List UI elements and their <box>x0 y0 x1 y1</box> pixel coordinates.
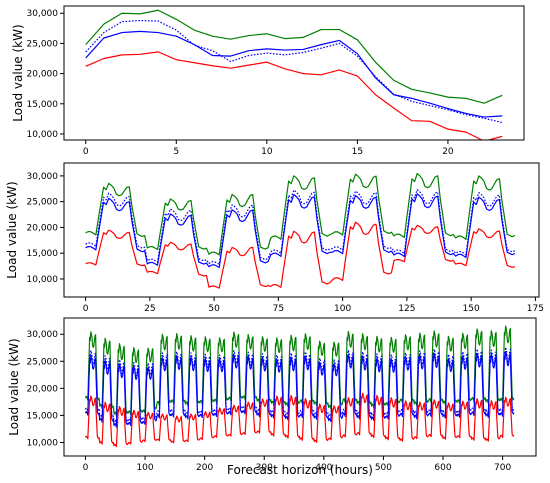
x-tick-label: 0 <box>83 463 89 473</box>
plot-frame <box>63 317 537 457</box>
y-axis-label: Load value (kW) <box>11 24 25 121</box>
chart-panel-1: 0 5 10 15 20 10,000 15,000 20,000 25,000 30,000Lo… <box>11 5 525 157</box>
x-tick-label: 700 <box>494 463 511 473</box>
x-tick-label: 300 <box>256 463 273 473</box>
y-tick-label: 15,000 <box>27 249 59 259</box>
x-tick-label: 0 <box>83 147 89 157</box>
series-line-forecast <box>85 30 503 118</box>
x-tick-label: 10 <box>261 147 273 157</box>
chart-panel-2: 0 25 50 75 100 125 150 175 10,000 15,000 20,000 25,… <box>5 162 544 314</box>
y-tick-label: 25,000 <box>27 198 59 208</box>
y-axis-label: Load value (kW) <box>7 338 21 435</box>
x-tick-label: 20 <box>442 147 454 157</box>
x-tick-label: 125 <box>398 304 415 314</box>
x-tick-label: 600 <box>434 463 451 473</box>
series-line-upper <box>85 9 503 104</box>
x-tick-label: 5 <box>173 147 179 157</box>
y-tick-label: 25,000 <box>27 39 59 49</box>
series-line-lower <box>85 51 503 140</box>
series-line-forecast <box>84 351 515 428</box>
x-tick-label: 50 <box>208 304 220 314</box>
y-tick-label: 30,000 <box>27 330 59 340</box>
plot-frame <box>63 5 525 141</box>
series-line-upper <box>84 325 515 417</box>
x-tick-label: 100 <box>334 304 351 314</box>
x-tick-label: 100 <box>136 463 153 473</box>
series-line-forecast <box>85 193 516 269</box>
y-tick-label: 20,000 <box>27 70 59 80</box>
x-tick-label: 15 <box>352 147 363 157</box>
x-tick-label: 25 <box>144 304 155 314</box>
x-tick-label: 150 <box>463 304 480 314</box>
x-axis-label: Forecast horizon (hours) <box>227 463 373 477</box>
series-line-actual <box>85 189 516 265</box>
y-tick-label: 10,000 <box>27 130 59 140</box>
y-tick-label: 20,000 <box>27 223 59 233</box>
series-line-actual <box>84 346 515 424</box>
y-tick-label: 10,000 <box>27 438 59 448</box>
y-tick-label: 10,000 <box>27 275 59 285</box>
series-line-actual <box>85 19 503 124</box>
series-line-lower <box>84 392 515 448</box>
chart-panel-3: 0 100 200 300 400 500 600 700 10,000 15,000 20,000… <box>7 317 537 477</box>
x-tick-label: 200 <box>196 463 213 473</box>
y-tick-label: 25,000 <box>27 357 59 367</box>
y-tick-label: 30,000 <box>27 9 59 19</box>
y-tick-label: 15,000 <box>27 411 59 421</box>
x-tick-label: 75 <box>273 304 284 314</box>
x-tick-label: 175 <box>527 304 544 314</box>
y-tick-label: 20,000 <box>27 384 59 394</box>
x-tick-label: 0 <box>83 304 89 314</box>
x-tick-label: 500 <box>375 463 392 473</box>
series-line-lower <box>85 221 515 289</box>
y-tick-label: 15,000 <box>27 100 59 110</box>
plot-frame <box>63 162 540 298</box>
series-line-upper <box>85 173 516 256</box>
x-tick-label: 400 <box>315 463 332 473</box>
y-tick-label: 30,000 <box>27 172 59 182</box>
y-axis-label: Load value (kW) <box>5 181 19 278</box>
